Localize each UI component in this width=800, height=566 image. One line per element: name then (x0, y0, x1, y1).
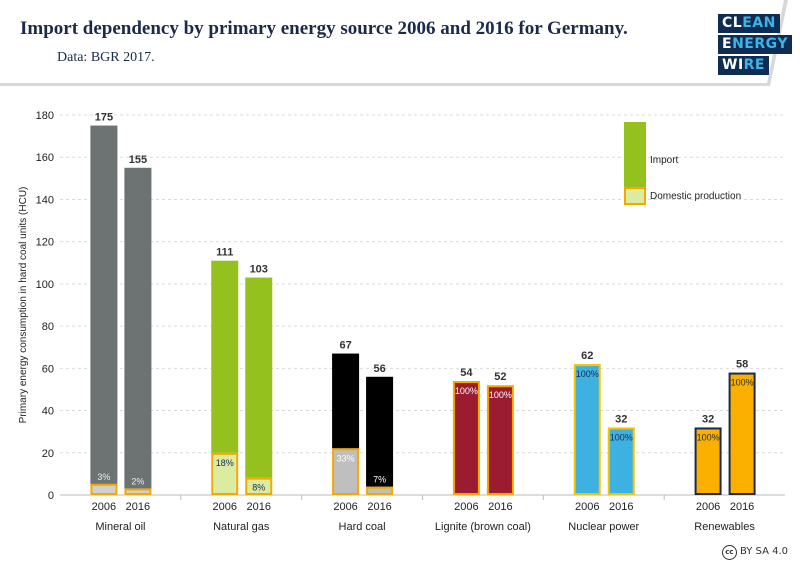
category-label: Natural gas (213, 521, 270, 533)
year-label: 2016 (247, 501, 271, 513)
bar-total-label: 52 (494, 371, 506, 383)
y-tick-label: 180 (36, 110, 54, 122)
logo-line-3: WIRE (718, 56, 769, 75)
category-label: Lignite (brown coal) (435, 521, 531, 533)
y-tick-label: 20 (42, 448, 54, 460)
category-label: Mineral oil (95, 521, 145, 533)
bar-total-label: 54 (460, 367, 473, 379)
bar-total-label: 32 (615, 413, 627, 425)
bar-pct-label: 7% (373, 475, 386, 485)
bar-total-label: 111 (216, 247, 233, 259)
y-tick-label: 120 (36, 237, 54, 249)
cc-icon: cc (721, 545, 737, 560)
header-card (0, 0, 788, 86)
bar-total-label: 103 (250, 264, 268, 276)
category-label: Nuclear power (568, 521, 639, 533)
bar-pct-label: 8% (252, 483, 265, 493)
bar-domestic-2006 (90, 483, 118, 495)
bar-domestic-2006 (452, 381, 480, 495)
bar-domestic-2016 (728, 372, 756, 495)
year-label: 2006 (575, 501, 599, 513)
year-label: 2006 (454, 501, 478, 513)
y-tick-label: 0 (48, 490, 54, 502)
legend-import-label: Import (650, 155, 679, 166)
bar-total-label: 67 (339, 340, 351, 352)
bar-total-label: 32 (702, 413, 714, 425)
y-tick-label: 140 (36, 194, 54, 206)
year-label: 2016 (488, 501, 512, 513)
bar-pct-label: 2% (131, 476, 144, 486)
y-tick-label: 80 (42, 321, 54, 333)
year-label: 2006 (92, 501, 116, 513)
bar-domestic-2016 (366, 486, 394, 496)
year-label: 2006 (696, 501, 720, 513)
y-tick-label: 100 (36, 279, 54, 291)
bar-pct-label: 100% (489, 390, 512, 400)
bar-domestic-2006 (573, 364, 601, 495)
bar-total-label: 155 (129, 154, 147, 166)
bar-pct-label: 100% (576, 369, 599, 379)
bar-domestic-2006 (694, 427, 722, 496)
y-tick-label: 160 (36, 152, 54, 164)
bar-domestic-2016 (124, 488, 152, 496)
bar-pct-label: 100% (731, 378, 754, 388)
y-tick-label: 40 (42, 406, 54, 418)
bar-pct-label: 100% (610, 432, 633, 442)
legend-import-swatch (624, 122, 646, 188)
bar-domestic-2016 (486, 385, 514, 496)
bar-domestic-2006 (211, 452, 239, 496)
bar-import-2016 (245, 277, 273, 478)
bar-import-2006 (211, 260, 239, 453)
legend-domestic-swatch (624, 187, 646, 205)
bar-import-2006 (90, 125, 118, 484)
bar-pct-label: 100% (455, 386, 478, 396)
bar-import-2016 (124, 167, 152, 489)
logo-line-1: CLEAN (718, 14, 780, 33)
category-label: Renewables (694, 521, 755, 533)
bar-total-label: 58 (736, 359, 748, 371)
legend-domestic-label: Domestic production (650, 191, 741, 202)
year-label: 2006 (213, 501, 237, 513)
logo-line-2: ENERGY (718, 35, 792, 54)
bar-domestic-2016 (607, 427, 635, 496)
category-label: Hard coal (339, 521, 386, 533)
year-label: 2016 (367, 501, 391, 513)
bar-domestic-2006 (332, 448, 360, 495)
y-tick-label: 60 (42, 363, 54, 375)
bar-import-2006 (332, 353, 360, 449)
bar-pct-label: 3% (97, 472, 110, 482)
bar-pct-label: 33% (337, 453, 355, 463)
bar-pct-label: 18% (216, 458, 234, 468)
bar-import-2016 (366, 376, 394, 487)
bar-total-label: 175 (95, 112, 113, 124)
chart-title: Import dependency by primary energy sour… (20, 18, 628, 39)
chart-subtitle: Data: BGR 2017. (57, 50, 155, 65)
bar-total-label: 62 (581, 350, 593, 362)
bar-domestic-2016 (245, 477, 273, 495)
bar-pct-label: 100% (697, 432, 720, 442)
bar-total-label: 56 (373, 363, 385, 375)
license-badge: cc BY SA 4.0 (721, 545, 788, 560)
year-label: 2016 (730, 501, 754, 513)
year-label: 2006 (333, 501, 357, 513)
year-label: 2016 (126, 501, 150, 513)
y-axis-label: Primary energy consumption in hard coal … (18, 187, 29, 424)
year-label: 2016 (609, 501, 633, 513)
